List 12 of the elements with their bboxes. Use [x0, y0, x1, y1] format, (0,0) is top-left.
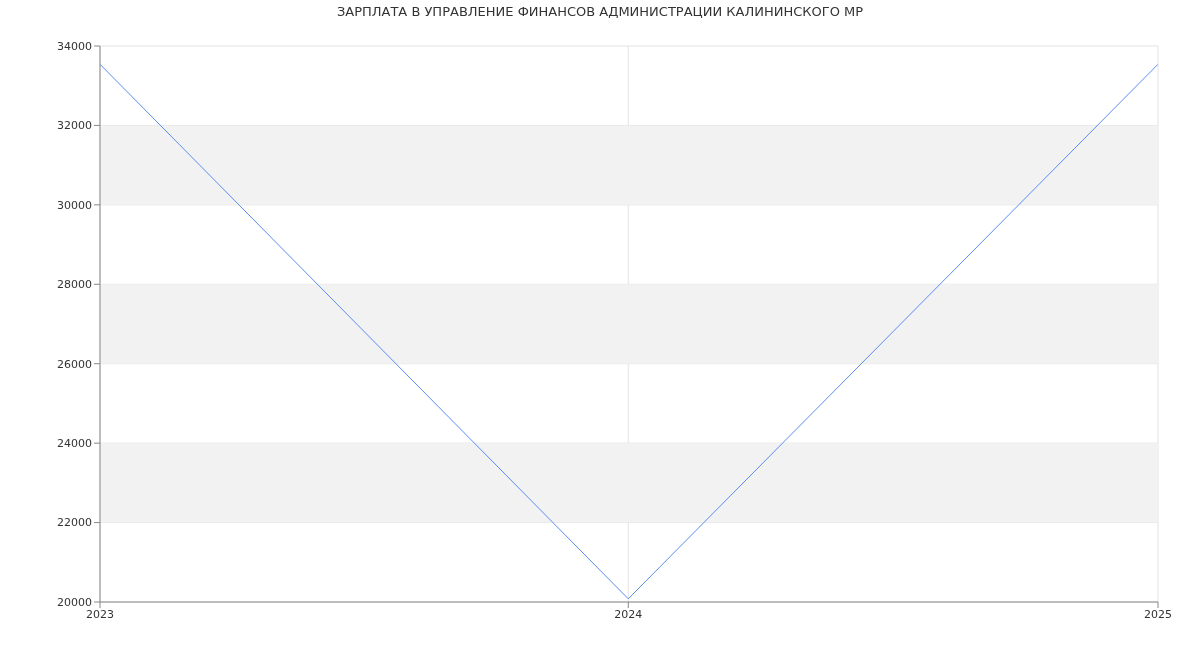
x-tick-label: 2025	[1144, 607, 1172, 621]
y-tick-label: 20000	[57, 595, 92, 609]
y-tick-label: 32000	[57, 119, 92, 133]
y-tick-label: 26000	[57, 357, 92, 371]
y-tick-label: 22000	[57, 516, 92, 530]
chart-title: ЗАРПЛАТА В УПРАВЛЕНИЕ ФИНАНСОВ АДМИНИСТРАЦИИ КАЛИНИНСКОГО МР	[335, 4, 865, 21]
y-tick-label: 30000	[57, 198, 92, 212]
y-tick-label: 34000	[57, 39, 92, 53]
y-tick-label: 28000	[57, 278, 92, 292]
y-tick-label: 24000	[57, 437, 92, 451]
x-tick-label: 2023	[86, 607, 114, 621]
x-tick-label: 2024	[614, 607, 643, 621]
